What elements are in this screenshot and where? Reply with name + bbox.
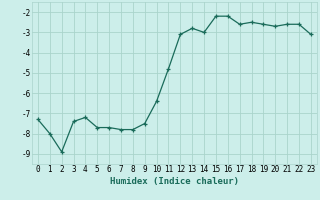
- X-axis label: Humidex (Indice chaleur): Humidex (Indice chaleur): [110, 177, 239, 186]
